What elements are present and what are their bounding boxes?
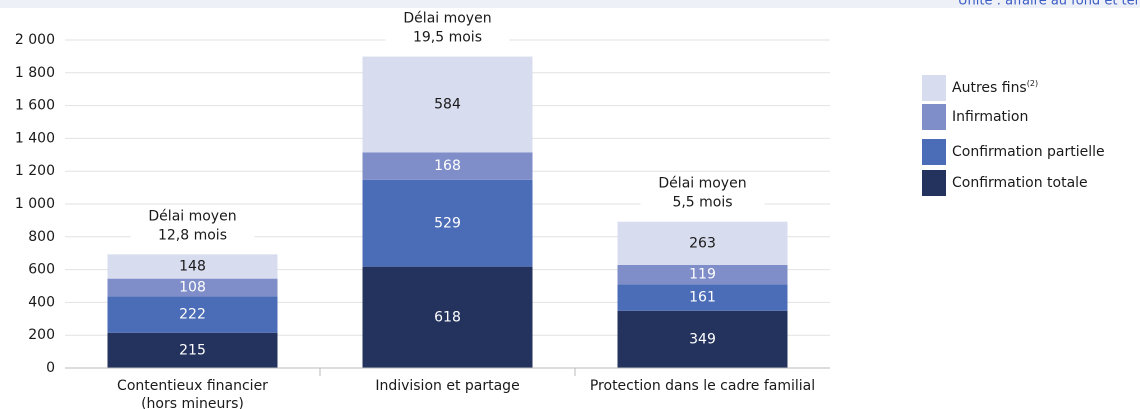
value-label: 222 <box>179 307 206 323</box>
x-tick-label: Indivision et partage <box>375 378 519 394</box>
value-label: 529 <box>434 215 461 231</box>
y-tick-label: 1 000 <box>15 196 55 212</box>
y-tick-label: 0 <box>46 360 55 376</box>
legend-swatch <box>922 104 946 130</box>
value-label: 349 <box>689 331 716 347</box>
x-tick-label: Contentieux financier <box>117 378 268 394</box>
value-label: 119 <box>689 267 716 283</box>
y-tick-label: 1 400 <box>15 130 55 146</box>
value-label: 215 <box>179 342 206 358</box>
bar-segment <box>107 332 278 368</box>
annotation: Délai moyen <box>148 208 236 224</box>
legend-label: Confirmation partielle <box>952 144 1105 160</box>
annotation-bg <box>640 173 765 216</box>
annotation: Délai moyen <box>658 176 746 192</box>
legend-swatch <box>922 139 946 165</box>
legend-note: (2) <box>1027 79 1038 88</box>
legend-name: Confirmation partielle <box>952 144 1105 160</box>
legend-swatch <box>922 170 946 196</box>
legend-label: Autres fins(2) <box>952 79 1038 97</box>
annotation: Délai moyen <box>403 11 491 27</box>
annotation: 5,5 mois <box>672 195 732 211</box>
y-tick-label: 200 <box>28 327 55 343</box>
value-label: 168 <box>434 158 461 174</box>
legend-swatch <box>922 75 946 101</box>
bar-segment <box>107 296 278 333</box>
legend-name: Confirmation totale <box>952 175 1088 191</box>
bar-segment <box>107 278 278 297</box>
bar-segment <box>362 266 533 368</box>
x-tick-label: (hors mineurs) <box>141 396 244 409</box>
subtitle: Unité : affaire au fond et ter <box>958 0 1140 9</box>
value-label: 148 <box>179 258 206 274</box>
y-tick-label: 1 800 <box>15 65 55 81</box>
value-label: 108 <box>179 279 206 295</box>
x-tick-label: Protection dans le cadre familial <box>590 378 815 394</box>
bar-segment <box>362 179 533 267</box>
value-label: 161 <box>689 290 716 306</box>
annotation-bg <box>130 206 255 249</box>
value-label: 618 <box>434 309 461 325</box>
bar-segment <box>617 310 788 368</box>
bar-segment <box>107 254 278 279</box>
bar-segment <box>362 152 533 180</box>
y-tick-label: 1 200 <box>15 163 55 179</box>
annotation: 19,5 mois <box>413 30 482 46</box>
bar-segment <box>617 264 788 285</box>
top-band <box>0 0 1140 8</box>
value-label: 263 <box>689 235 716 251</box>
bar-segment <box>617 221 788 265</box>
annotation-bg <box>385 8 510 51</box>
legend-name: Autres fins <box>952 80 1027 96</box>
value-label: 584 <box>434 96 461 112</box>
bar-segment <box>362 56 533 153</box>
y-tick-label: 2 000 <box>15 32 55 48</box>
y-tick-label: 600 <box>28 262 55 278</box>
y-tick-label: 800 <box>28 229 55 245</box>
bar-segment <box>617 284 788 311</box>
y-tick-label: 400 <box>28 294 55 310</box>
legend-name: Infirmation <box>952 109 1028 125</box>
legend-label: Infirmation <box>952 109 1028 125</box>
y-tick-label: 1 600 <box>15 98 55 114</box>
annotation: 12,8 mois <box>158 227 227 243</box>
legend-label: Confirmation totale <box>952 175 1088 191</box>
